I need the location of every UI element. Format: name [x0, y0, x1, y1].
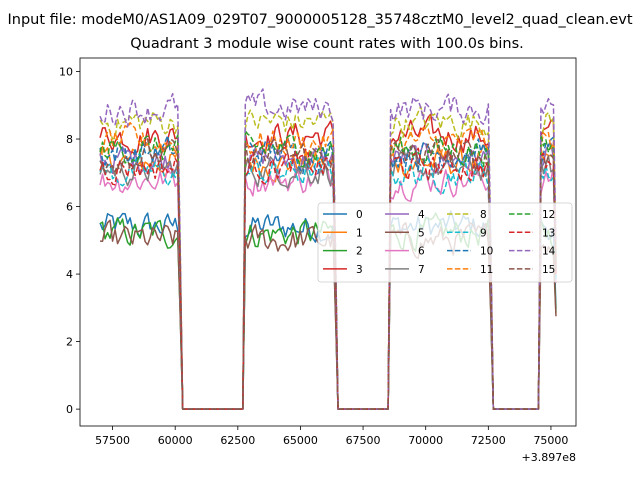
chart-title: Quadrant 3 module wise count rates with …	[130, 36, 524, 52]
legend-label-14: 14	[542, 246, 556, 258]
plot-frame	[79, 57, 577, 427]
y-tick-label: 6	[66, 201, 73, 214]
legend-label-0: 0	[356, 209, 363, 221]
legend-label-6: 6	[418, 246, 425, 258]
legend-label-2: 2	[356, 246, 363, 258]
legend-label-4: 4	[418, 209, 425, 221]
legend-label-3: 3	[356, 264, 363, 276]
series-line-9	[99, 153, 557, 410]
series-line-10	[99, 134, 557, 410]
x-tick-label: 65000	[283, 434, 318, 447]
x-tick-label: 72500	[471, 434, 506, 447]
x-tick-label: 57500	[95, 434, 130, 447]
legend-label-10: 10	[480, 246, 493, 258]
x-offset-label: +3.897e8	[522, 451, 576, 464]
series-line-13	[99, 147, 557, 410]
series-line-3	[99, 113, 557, 410]
x-tick-label: 67500	[346, 434, 381, 447]
legend-label-13: 13	[542, 227, 555, 239]
x-tick-label: 70000	[408, 434, 443, 447]
legend-label-5: 5	[418, 227, 425, 239]
y-tick-label: 8	[66, 133, 73, 146]
y-tick-label: 2	[66, 336, 73, 349]
y-tick-label: 4	[66, 268, 73, 281]
legend-label-7: 7	[418, 264, 425, 276]
legend-label-15: 15	[542, 264, 555, 276]
y-tick-label: 0	[66, 403, 73, 416]
legend-label-8: 8	[480, 209, 487, 221]
chart-suptitle: Input file: modeM0/AS1A09_029T07_9000005…	[7, 12, 633, 28]
legend-label-12: 12	[542, 209, 555, 221]
series-line-6	[99, 163, 557, 410]
legend-label-11: 11	[480, 264, 493, 276]
y-tick-label: 10	[59, 66, 73, 79]
series-line-8	[99, 105, 557, 410]
x-tick-label: 60000	[158, 434, 193, 447]
legend-box	[317, 202, 573, 283]
x-tick-label: 62500	[220, 434, 255, 447]
x-tick-label: 75000	[533, 434, 568, 447]
legend-label-1: 1	[356, 227, 363, 239]
legend-label-9: 9	[480, 227, 487, 239]
series-line-14	[99, 88, 557, 410]
series-line-12	[99, 130, 557, 410]
series-line-15	[99, 138, 557, 410]
series-line-7	[99, 147, 557, 410]
